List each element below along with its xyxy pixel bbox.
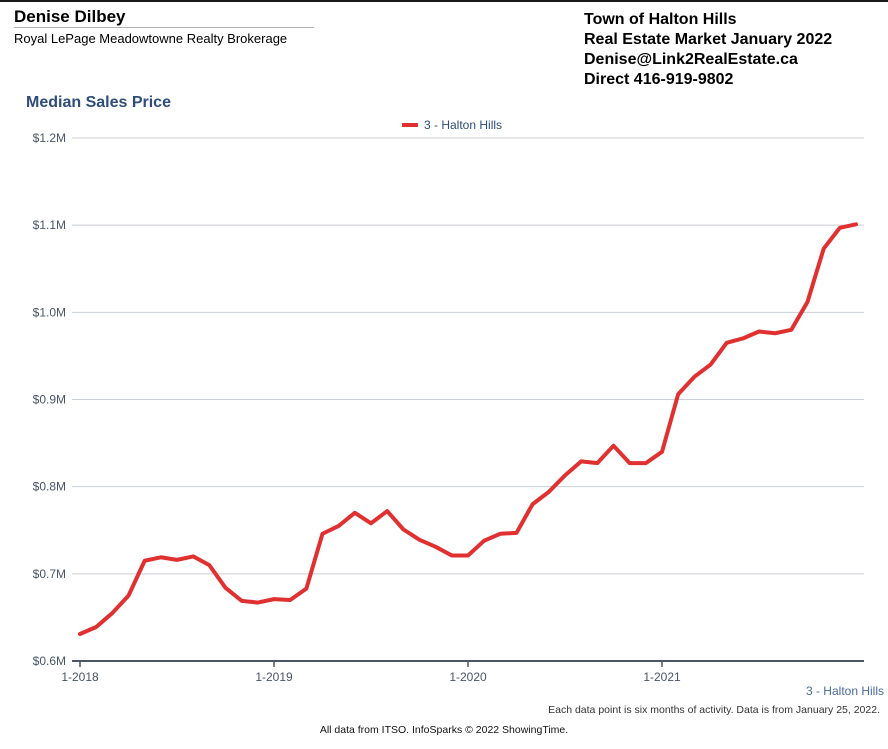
- axis-layer: $0.6M $0.7M $0.8M $0.9M $1.0M $1.1M $1.2M 1-201…: [33, 131, 864, 684]
- agent-divider: [14, 27, 314, 28]
- data-point: [418, 538, 421, 542]
- legend: 3 - Halton Hills: [402, 118, 502, 132]
- y-tick-label: $1.0M: [33, 305, 66, 319]
- data-point: [741, 336, 745, 340]
- contact-phone: Direct 416-919-9802: [584, 71, 734, 88]
- data-point: [110, 611, 114, 615]
- data-point: [337, 524, 341, 528]
- data-point: [773, 331, 777, 335]
- footer-note: Each data point is six months of activit…: [548, 704, 880, 716]
- data-point: [660, 450, 664, 454]
- grid-layer: [72, 137, 864, 575]
- top-border: [0, 0, 888, 2]
- data-point: [482, 539, 486, 543]
- x-tick-label: 1-2021: [643, 670, 681, 684]
- line-layer: [78, 222, 858, 636]
- data-point: [806, 300, 809, 304]
- data-point: [434, 545, 438, 549]
- data-point: [595, 461, 599, 465]
- data-point: [159, 555, 163, 559]
- data-point: [288, 598, 292, 602]
- data-point: [321, 532, 324, 536]
- x-tick-label: 1-2019: [255, 670, 293, 684]
- series-line-halton-hills: [78, 222, 858, 636]
- chart-title: Median Sales Price: [26, 94, 171, 111]
- data-point: [143, 559, 147, 563]
- data-point: [385, 509, 389, 513]
- data-point: [191, 554, 195, 558]
- data-point: [531, 502, 535, 506]
- data-point: [579, 459, 583, 463]
- data-point: [709, 363, 712, 367]
- data-point: [498, 532, 502, 536]
- data-point: [628, 461, 632, 465]
- y-tick-label: $0.6M: [33, 654, 66, 668]
- series-corner-label: 3 - Halton Hills: [805, 684, 884, 698]
- data-point: [612, 444, 615, 448]
- contact-email: Denise@Link2RealEstate.ca: [584, 51, 798, 68]
- data-point: [822, 247, 826, 251]
- data-point: [272, 597, 276, 601]
- y-tick-label: $0.7M: [33, 567, 66, 581]
- agent-brokerage: Royal LePage Meadowtowne Realty Brokerag…: [14, 31, 288, 46]
- data-point: [692, 375, 696, 379]
- data-point: [256, 601, 260, 605]
- data-point: [224, 586, 227, 590]
- data-point: [353, 511, 357, 515]
- data-point: [369, 521, 373, 525]
- data-point: [725, 341, 729, 345]
- y-tick-label: $1.2M: [33, 131, 66, 145]
- data-point: [94, 625, 98, 629]
- data-point: [466, 554, 470, 558]
- data-point: [676, 392, 680, 396]
- footer-source: All data from ITSO. InfoSparks © 2022 Sh…: [319, 724, 569, 736]
- data-point: [563, 473, 567, 477]
- market-header: Town of Halton Hills Real Estate Market …: [584, 10, 832, 90]
- data-point: [304, 587, 308, 591]
- data-point: [515, 531, 518, 535]
- data-point: [547, 490, 551, 494]
- data-point: [644, 461, 648, 465]
- data-point: [757, 330, 761, 334]
- agent-name: Denise Dilbey: [14, 7, 126, 26]
- data-point: [789, 328, 793, 332]
- data-point: [240, 599, 244, 603]
- market-period: Real Estate Market January 2022: [584, 31, 833, 48]
- market-town: Town of Halton Hills: [584, 11, 737, 28]
- data-point: [175, 558, 179, 562]
- data-point: [854, 222, 858, 226]
- legend-label: 3 - Halton Hills: [424, 118, 502, 132]
- y-tick-label: $1.1M: [33, 218, 66, 232]
- data-point: [401, 527, 405, 531]
- data-point: [127, 594, 130, 598]
- data-point: [838, 226, 842, 230]
- x-tick-label: 1-2020: [449, 670, 487, 684]
- data-point: [207, 563, 211, 567]
- y-tick-label: $0.8M: [33, 480, 66, 494]
- y-tick-label: $0.9M: [33, 393, 66, 407]
- data-point: [78, 632, 82, 636]
- data-point: [450, 554, 454, 558]
- x-tick-label: 1-2018: [61, 670, 99, 684]
